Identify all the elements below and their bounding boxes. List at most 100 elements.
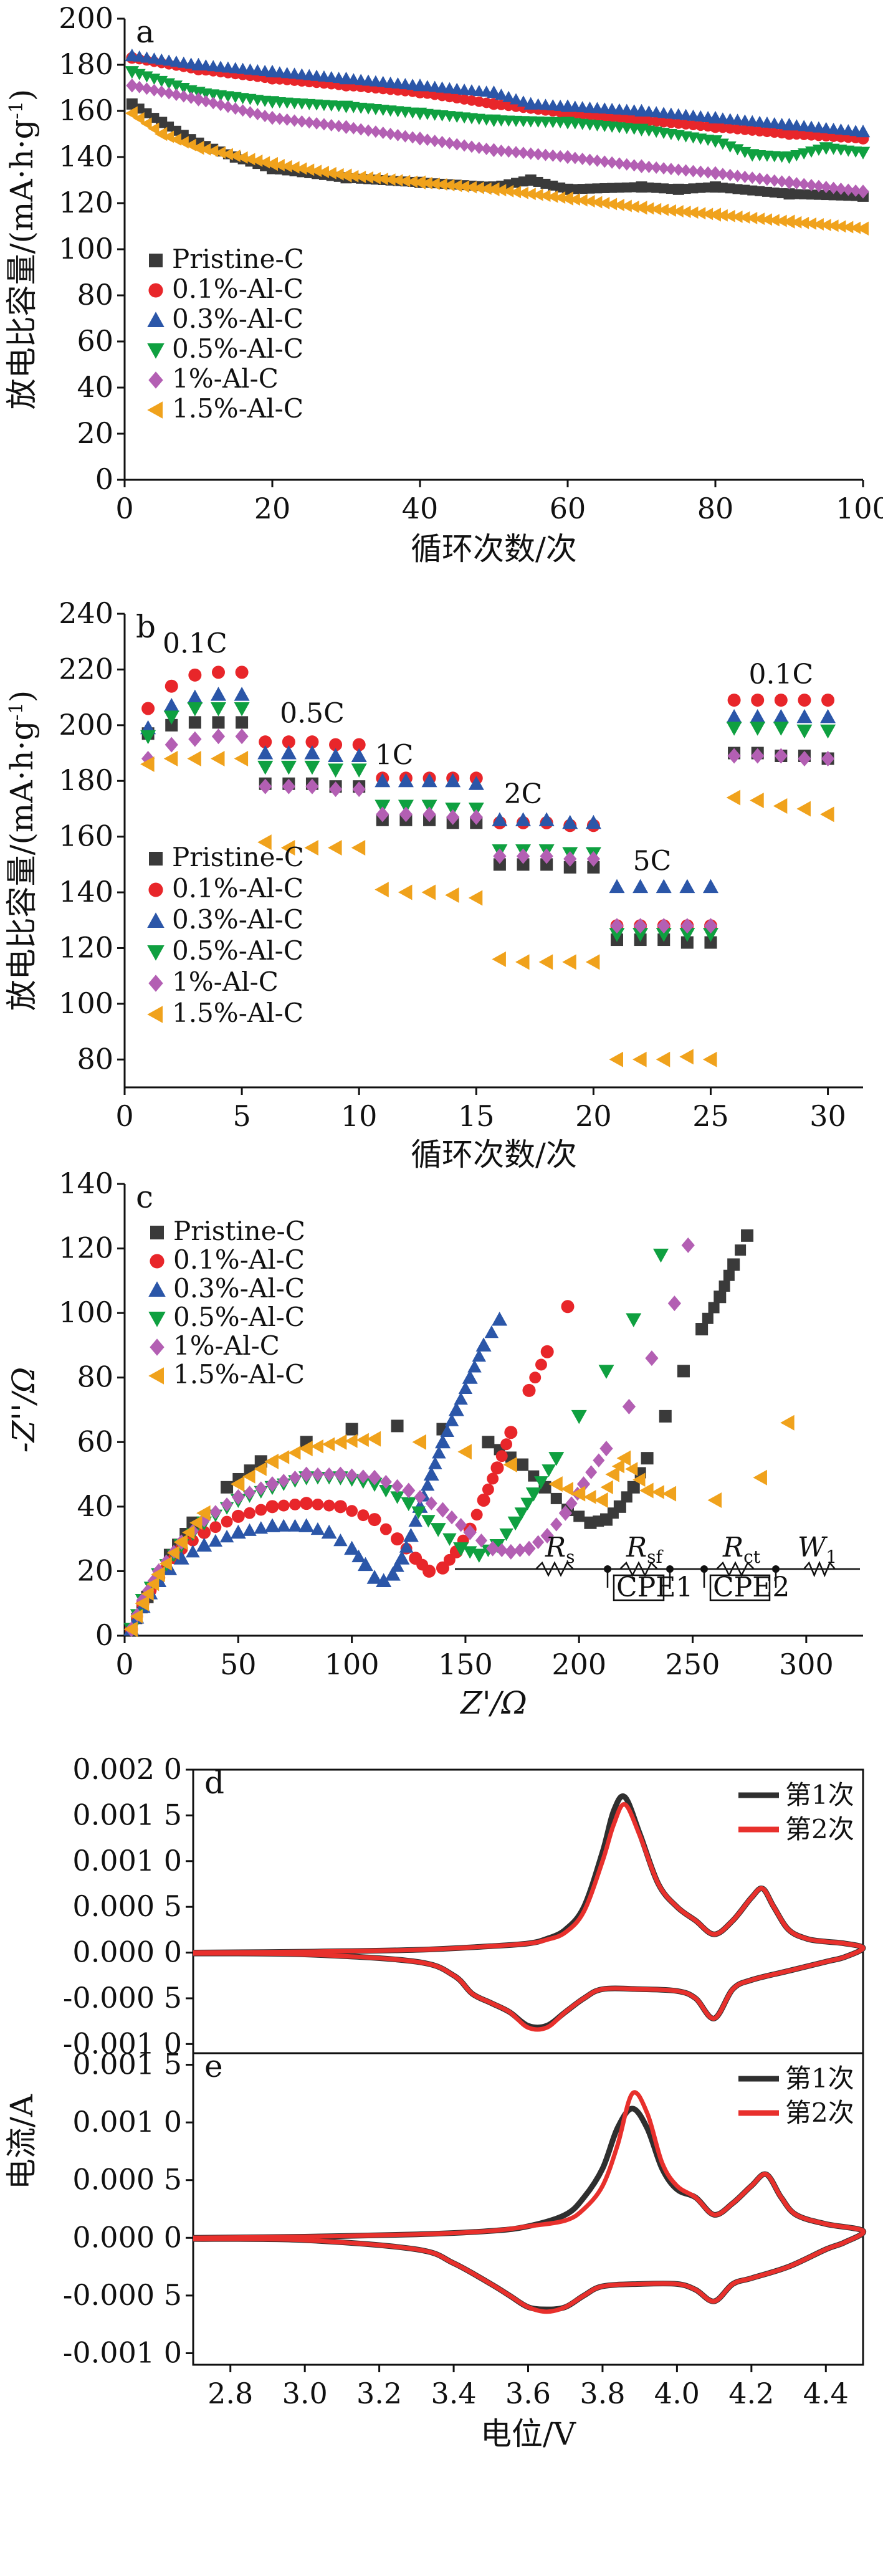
data-point: [806, 179, 817, 192]
data-point: [754, 172, 765, 185]
data-point: [310, 1522, 325, 1535]
data-point: [657, 203, 669, 216]
data-point: [391, 174, 403, 187]
data-point: [573, 1510, 585, 1522]
data-point: [458, 180, 470, 193]
y-tick-label-e: 0.000 0: [72, 2220, 182, 2254]
y-tick-label-c: 20: [77, 1553, 113, 1587]
data-point: [446, 809, 460, 825]
data-point: [849, 146, 862, 158]
data-point: [310, 165, 322, 178]
data-point: [317, 166, 329, 179]
data-point: [221, 1481, 234, 1494]
legend-label-b: 1.5%-Al-C: [172, 998, 303, 1028]
data-point: [242, 1469, 255, 1484]
data-point: [357, 1469, 370, 1484]
data-point: [399, 130, 411, 143]
data-point: [732, 169, 743, 183]
data-point: [774, 694, 788, 707]
data-point: [695, 1323, 709, 1336]
legend-marker-b: [148, 975, 163, 992]
data-point: [421, 176, 432, 189]
y-tick-label-b: 180: [59, 763, 113, 797]
data-point: [186, 92, 197, 105]
data-point: [254, 1462, 267, 1476]
data-point: [399, 806, 413, 823]
legend-label-c: Pristine-C: [173, 1216, 305, 1246]
data-point: [586, 851, 601, 867]
data-point: [231, 1509, 245, 1523]
data-point: [773, 798, 788, 814]
data-point: [184, 85, 198, 97]
y-tick-label-e: -0.000 5: [63, 2278, 182, 2312]
data-point: [727, 748, 741, 764]
data-point: [376, 1573, 392, 1587]
legend-label-b: 0.3%-Al-C: [172, 904, 303, 935]
rate-annotation: 0.1C: [749, 659, 814, 690]
data-point: [257, 760, 274, 775]
data-point: [155, 126, 168, 141]
data-point: [186, 1545, 200, 1558]
data-point: [562, 814, 578, 829]
data-point: [741, 1229, 754, 1242]
data-point: [672, 204, 684, 217]
data-point: [703, 182, 714, 193]
x-tick-label-a: 100: [836, 492, 883, 525]
plot-frame-e: [192, 2052, 864, 2366]
y-tick-label-b: 160: [59, 819, 113, 853]
panel-e: -0.001 0 -0.000 5 0.000 0 0.000 5 0.001 0 0.0…: [63, 2048, 867, 2410]
data-point: [775, 151, 788, 163]
legend-label-a: 1.5%-Al-C: [172, 393, 303, 424]
data-point: [141, 82, 153, 95]
data-point: [555, 182, 566, 193]
data-point: [259, 735, 272, 749]
data-point: [632, 928, 649, 942]
x-tick-label-c: 250: [666, 1648, 720, 1681]
data-point: [708, 1302, 720, 1314]
series-0.5%-Al-C-a: [125, 66, 871, 165]
data-point: [791, 177, 802, 190]
data-point: [453, 1542, 469, 1557]
data-point: [455, 1517, 467, 1532]
data-point: [347, 169, 359, 183]
data-point: [753, 1469, 767, 1486]
data-point: [492, 1312, 508, 1326]
data-point: [628, 104, 641, 116]
data-point: [534, 1476, 548, 1489]
data-point: [298, 1441, 313, 1457]
x-tick-label-b: 30: [809, 1099, 846, 1133]
x-tick-label-b: 15: [458, 1099, 495, 1133]
legend-label-c: 0.3%-Al-C: [173, 1273, 305, 1304]
data-point: [495, 88, 508, 100]
data-point: [480, 182, 492, 195]
data-point: [188, 716, 201, 729]
data-point: [230, 1476, 245, 1492]
y-tick-label-d: 0.002 0: [72, 1752, 182, 1786]
data-point: [726, 708, 742, 723]
data-point: [751, 694, 765, 707]
legend-label-c: 0.5%-Al-C: [173, 1302, 305, 1332]
data-point: [658, 162, 669, 175]
data-point: [243, 1486, 256, 1500]
data-point: [540, 1527, 554, 1543]
data-point: [482, 1436, 495, 1449]
data-point: [351, 840, 366, 856]
series-1%-Al-C-a: [126, 79, 869, 199]
data-point: [782, 214, 795, 229]
data-point: [184, 57, 198, 69]
data-point: [436, 1502, 450, 1518]
data-point: [774, 748, 788, 764]
data-point: [385, 128, 396, 140]
data-point: [222, 100, 234, 113]
data-point: [481, 143, 492, 156]
y-tick-label-a: 20: [77, 416, 113, 450]
data-point: [391, 1479, 404, 1494]
panel-label-b: b: [136, 609, 156, 645]
data-point: [606, 156, 618, 169]
data-point: [632, 879, 649, 894]
data-point: [796, 724, 813, 739]
data-point: [457, 1444, 472, 1460]
y-tick-label-b: 120: [59, 930, 113, 964]
data-point: [244, 1507, 255, 1519]
data-point: [554, 191, 566, 204]
